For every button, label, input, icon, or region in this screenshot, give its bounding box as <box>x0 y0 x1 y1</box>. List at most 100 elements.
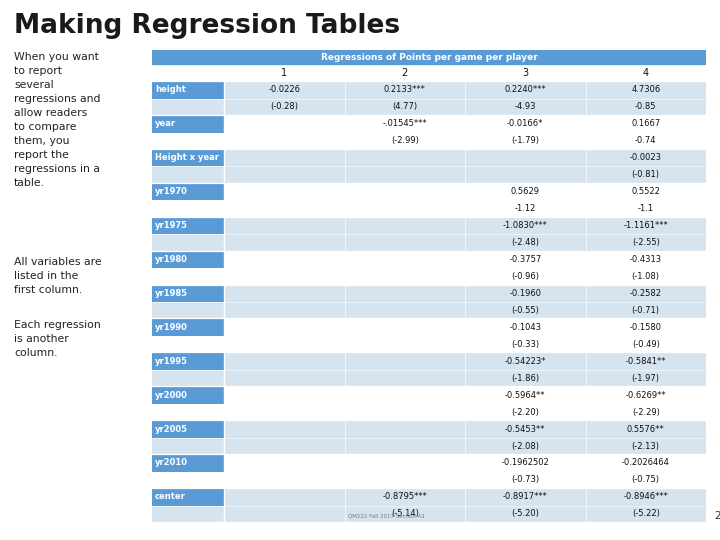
Text: (-0.81): (-0.81) <box>631 170 660 179</box>
Bar <box>224 370 706 386</box>
Text: 1: 1 <box>282 69 287 78</box>
Text: yr2010: yr2010 <box>155 458 188 468</box>
Text: 3: 3 <box>522 69 528 78</box>
Text: -0.1580: -0.1580 <box>630 323 662 332</box>
Bar <box>224 506 706 522</box>
Bar <box>152 302 224 319</box>
Bar <box>224 234 706 251</box>
Text: -0.0166*: -0.0166* <box>507 119 544 128</box>
Text: (-2.08): (-2.08) <box>511 442 539 450</box>
Bar <box>152 149 224 166</box>
Bar <box>224 166 706 183</box>
Bar <box>152 200 224 217</box>
Text: (-2.99): (-2.99) <box>391 136 419 145</box>
Text: All variables are
listed in the
first column.: All variables are listed in the first co… <box>14 257 102 295</box>
Bar <box>224 472 706 488</box>
Text: yr1985: yr1985 <box>155 289 188 298</box>
Text: center: center <box>155 492 186 502</box>
Bar <box>152 285 224 302</box>
Bar <box>224 438 706 454</box>
Bar <box>152 251 224 268</box>
Text: -0.8917***: -0.8917*** <box>503 492 548 502</box>
Bar <box>152 166 224 183</box>
Text: 4.7306: 4.7306 <box>631 85 660 94</box>
Text: 29: 29 <box>714 511 720 521</box>
Bar <box>152 50 706 66</box>
Text: yr1990: yr1990 <box>155 323 188 332</box>
Text: yr1975: yr1975 <box>155 221 188 230</box>
Text: Making Regression Tables: Making Regression Tables <box>14 13 400 39</box>
Bar <box>224 268 706 285</box>
Text: -0.1960: -0.1960 <box>509 289 541 298</box>
Bar <box>224 353 706 370</box>
Text: (-0.49): (-0.49) <box>632 340 660 349</box>
Text: (-0.73): (-0.73) <box>511 475 539 484</box>
Text: 0.2240***: 0.2240*** <box>505 85 546 94</box>
Text: QM222 Fall 2017 Section A1: QM222 Fall 2017 Section A1 <box>348 514 426 519</box>
Text: -0.4313: -0.4313 <box>630 255 662 264</box>
Text: (-1.97): (-1.97) <box>631 374 660 383</box>
Bar <box>152 454 224 472</box>
Text: (-2.48): (-2.48) <box>511 238 539 247</box>
Text: When you want
to report
several
regressions and
allow readers
to compare
them, y: When you want to report several regressi… <box>14 52 101 188</box>
Text: -0.54223*: -0.54223* <box>505 357 546 366</box>
Text: -1.1161***: -1.1161*** <box>624 221 668 230</box>
Text: -0.5453**: -0.5453** <box>505 424 546 434</box>
Text: -0.5964**: -0.5964** <box>505 390 546 400</box>
Text: (-2.55): (-2.55) <box>632 238 660 247</box>
Bar <box>152 319 224 336</box>
Text: -0.0023: -0.0023 <box>630 153 662 162</box>
Text: -4.93: -4.93 <box>515 102 536 111</box>
Bar <box>224 183 706 200</box>
Bar <box>224 115 706 132</box>
Text: -0.8795***: -0.8795*** <box>382 492 427 502</box>
Text: 0.5576**: 0.5576** <box>627 424 665 434</box>
Bar <box>152 370 224 386</box>
Bar <box>152 386 224 404</box>
Text: height: height <box>155 85 186 94</box>
Text: year: year <box>155 119 176 128</box>
Bar <box>224 404 706 420</box>
Bar <box>224 420 706 438</box>
Bar <box>152 353 224 370</box>
Text: (-5.22): (-5.22) <box>632 509 660 518</box>
Bar <box>152 438 224 454</box>
Text: Regressions of Points per game per player: Regressions of Points per game per playe… <box>320 53 537 63</box>
Text: (-0.28): (-0.28) <box>270 102 298 111</box>
Text: (-5.20): (-5.20) <box>511 509 539 518</box>
Text: -0.8946***: -0.8946*** <box>624 492 668 502</box>
Bar <box>152 506 224 522</box>
Text: (-0.33): (-0.33) <box>511 340 539 349</box>
Bar <box>224 488 706 506</box>
Bar <box>224 386 706 404</box>
Text: (-5.14): (-5.14) <box>391 509 419 518</box>
Text: -0.85: -0.85 <box>635 102 657 111</box>
Text: (-2.29): (-2.29) <box>632 408 660 416</box>
Text: (-0.71): (-0.71) <box>631 306 660 315</box>
Text: Each regression
is another
column.: Each regression is another column. <box>14 320 101 358</box>
Bar <box>152 66 706 81</box>
Text: yr1995: yr1995 <box>155 357 188 366</box>
Text: yr2000: yr2000 <box>155 390 188 400</box>
Text: 0.5629: 0.5629 <box>510 187 540 196</box>
Bar <box>224 285 706 302</box>
Text: -0.5841**: -0.5841** <box>626 357 666 366</box>
Bar <box>224 319 706 336</box>
Bar <box>224 99 706 115</box>
Bar <box>152 115 224 132</box>
Text: -0.3757: -0.3757 <box>509 255 541 264</box>
Bar <box>152 420 224 438</box>
Text: (-1.86): (-1.86) <box>511 374 539 383</box>
Text: -.01545***: -.01545*** <box>382 119 427 128</box>
Text: (-2.20): (-2.20) <box>511 408 539 416</box>
Bar <box>224 336 706 353</box>
Text: -0.2582: -0.2582 <box>630 289 662 298</box>
Bar <box>152 472 224 488</box>
Text: (-1.79): (-1.79) <box>511 136 539 145</box>
Bar <box>224 217 706 234</box>
Text: -1.0830***: -1.0830*** <box>503 221 548 230</box>
Text: (4.77): (4.77) <box>392 102 418 111</box>
Bar <box>152 217 224 234</box>
Bar <box>152 99 224 115</box>
Bar <box>224 251 706 268</box>
